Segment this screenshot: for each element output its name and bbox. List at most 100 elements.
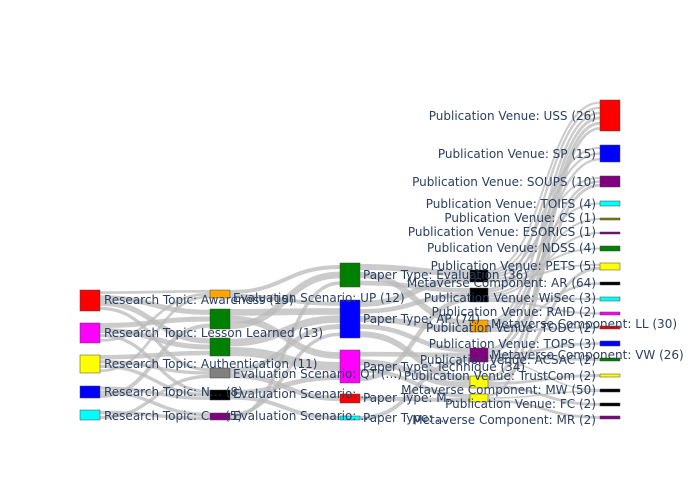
sankey-node-rt-c[interactable] [79, 409, 101, 421]
sankey-link[interactable] [359, 396, 471, 402]
sankey-link[interactable] [359, 351, 471, 358]
sankey-link[interactable] [229, 347, 341, 371]
sankey-node-pt-ap[interactable] [339, 299, 361, 339]
sankey-link[interactable] [487, 359, 601, 391]
sankey-link[interactable] [487, 390, 601, 399]
sankey-node-pv-cs[interactable] [599, 217, 621, 221]
sankey-link[interactable] [99, 350, 211, 360]
sankey-link[interactable] [487, 157, 601, 325]
sankey-node-mc-y[interactable] [469, 375, 489, 389]
sankey-node-mc-k2[interactable] [469, 287, 489, 303]
sankey-link[interactable] [487, 127, 601, 397]
sankey-node-pv-trustcom[interactable] [599, 373, 621, 378]
sankey-link[interactable] [359, 359, 471, 388]
sankey-link[interactable] [99, 289, 211, 294]
sankey-link[interactable] [359, 264, 471, 276]
sankey-node-pv-todc[interactable] [599, 325, 621, 330]
sankey-link[interactable] [359, 368, 471, 398]
sankey-link[interactable] [359, 280, 471, 293]
sankey-node-pv-mr[interactable] [599, 415, 621, 420]
sankey-link[interactable] [99, 323, 211, 398]
sankey-node-rt-auth[interactable] [79, 354, 101, 374]
sankey-link[interactable] [99, 374, 211, 420]
sankey-link[interactable] [359, 316, 471, 332]
sankey-node-pv-raid[interactable] [599, 311, 621, 316]
sankey-node-es-g1[interactable] [209, 308, 231, 330]
sankey-link[interactable] [359, 272, 471, 326]
sankey-node-label: Metaverse Component: LL (30) [491, 317, 677, 331]
sankey-node-label: Publication Venue: ESORICS (1) [408, 225, 596, 239]
sankey-link[interactable] [229, 281, 341, 420]
sankey-link[interactable] [487, 111, 601, 323]
sankey-link[interactable] [487, 116, 601, 351]
sankey-node-pt-c[interactable] [339, 415, 361, 421]
sankey-node-pv-toifs[interactable] [599, 200, 621, 207]
sankey-link[interactable] [487, 374, 601, 385]
sankey-node-mc-y2[interactable] [469, 393, 489, 403]
sankey-node-pv-mw[interactable] [599, 388, 621, 393]
sankey-node-pv-pets[interactable] [599, 262, 621, 271]
sankey-link[interactable] [229, 271, 341, 330]
sankey-link[interactable] [99, 328, 211, 350]
sankey-link[interactable] [359, 292, 471, 314]
sankey-link[interactable] [487, 266, 601, 382]
sankey-node-pt-tech[interactable] [339, 349, 361, 384]
sankey-link[interactable] [487, 282, 601, 330]
sankey-link[interactable] [487, 121, 601, 379]
sankey-node-rt-awareness[interactable] [79, 289, 101, 312]
sankey-link[interactable] [359, 297, 471, 382]
sankey-link[interactable] [99, 295, 211, 373]
sankey-link[interactable] [99, 386, 211, 400]
sankey-link[interactable] [487, 176, 601, 276]
sankey-node-mc-k1[interactable] [469, 269, 489, 283]
sankey-node-rt-lesson[interactable] [79, 322, 101, 344]
sankey-link[interactable] [229, 265, 341, 294]
sankey-node-pv-fc[interactable] [599, 402, 621, 407]
sankey-node-pt-eval[interactable] [339, 262, 361, 288]
sankey-link[interactable] [487, 183, 601, 354]
sankey-link[interactable] [359, 276, 471, 307]
sankey-link[interactable] [487, 106, 601, 291]
sankey-link[interactable] [487, 146, 601, 274]
sankey-node-es-qt[interactable] [209, 367, 231, 379]
sankey-link[interactable] [99, 316, 211, 328]
sankey-node-rt-n[interactable] [79, 385, 101, 399]
sankey-node-es-k[interactable] [209, 389, 231, 401]
sankey-node-pv-acsac[interactable] [599, 357, 621, 362]
sankey-node-pv-sp[interactable] [599, 144, 621, 163]
sankey-node-mc-vw[interactable] [469, 347, 489, 363]
sankey-node-pv-wisec[interactable] [599, 296, 621, 302]
sankey-link[interactable] [229, 395, 341, 420]
sankey-link[interactable] [99, 295, 211, 315]
sankey-node-pv-ndss[interactable] [599, 245, 621, 252]
sankey-link[interactable] [99, 360, 211, 375]
sankey-node-es-up[interactable] [209, 289, 231, 299]
sankey-node-label: Evaluation Scenario: … [233, 387, 372, 401]
sankey-node-label: Research Topic: N… (8) [104, 385, 243, 399]
sankey-node-pv-uss[interactable] [599, 99, 621, 132]
sankey-link[interactable] [487, 356, 601, 361]
sankey-link[interactable] [487, 399, 601, 419]
sankey-link[interactable] [487, 101, 601, 272]
sankey-node-label: Metaverse Component: MW (50) [401, 383, 596, 397]
sankey-link[interactable] [487, 297, 601, 301]
sankey-node-pv-esorics[interactable] [599, 231, 621, 235]
sankey-link[interactable] [487, 326, 601, 332]
sankey-link[interactable] [359, 357, 471, 420]
sankey-link[interactable] [229, 308, 341, 316]
sankey-link[interactable] [229, 375, 341, 395]
sankey-node-label: Metaverse Component: AR (64) [407, 276, 596, 290]
sankey-node-pv-tops[interactable] [599, 340, 621, 347]
sankey-node-es-g2[interactable] [209, 337, 231, 357]
sankey-link[interactable] [487, 152, 601, 293]
sankey-node-pv-soups[interactable] [599, 175, 621, 188]
sankey-link[interactable] [229, 315, 341, 347]
sankey-node-pv-ar[interactable] [599, 281, 621, 286]
sankey-node-mc-ll[interactable] [469, 319, 489, 333]
sankey-node-es-p[interactable] [209, 412, 231, 421]
sankey-link[interactable] [99, 292, 211, 342]
sankey-link[interactable] [487, 342, 601, 357]
sankey-node-pt-r[interactable] [339, 393, 361, 404]
sankey-link[interactable] [99, 410, 211, 420]
